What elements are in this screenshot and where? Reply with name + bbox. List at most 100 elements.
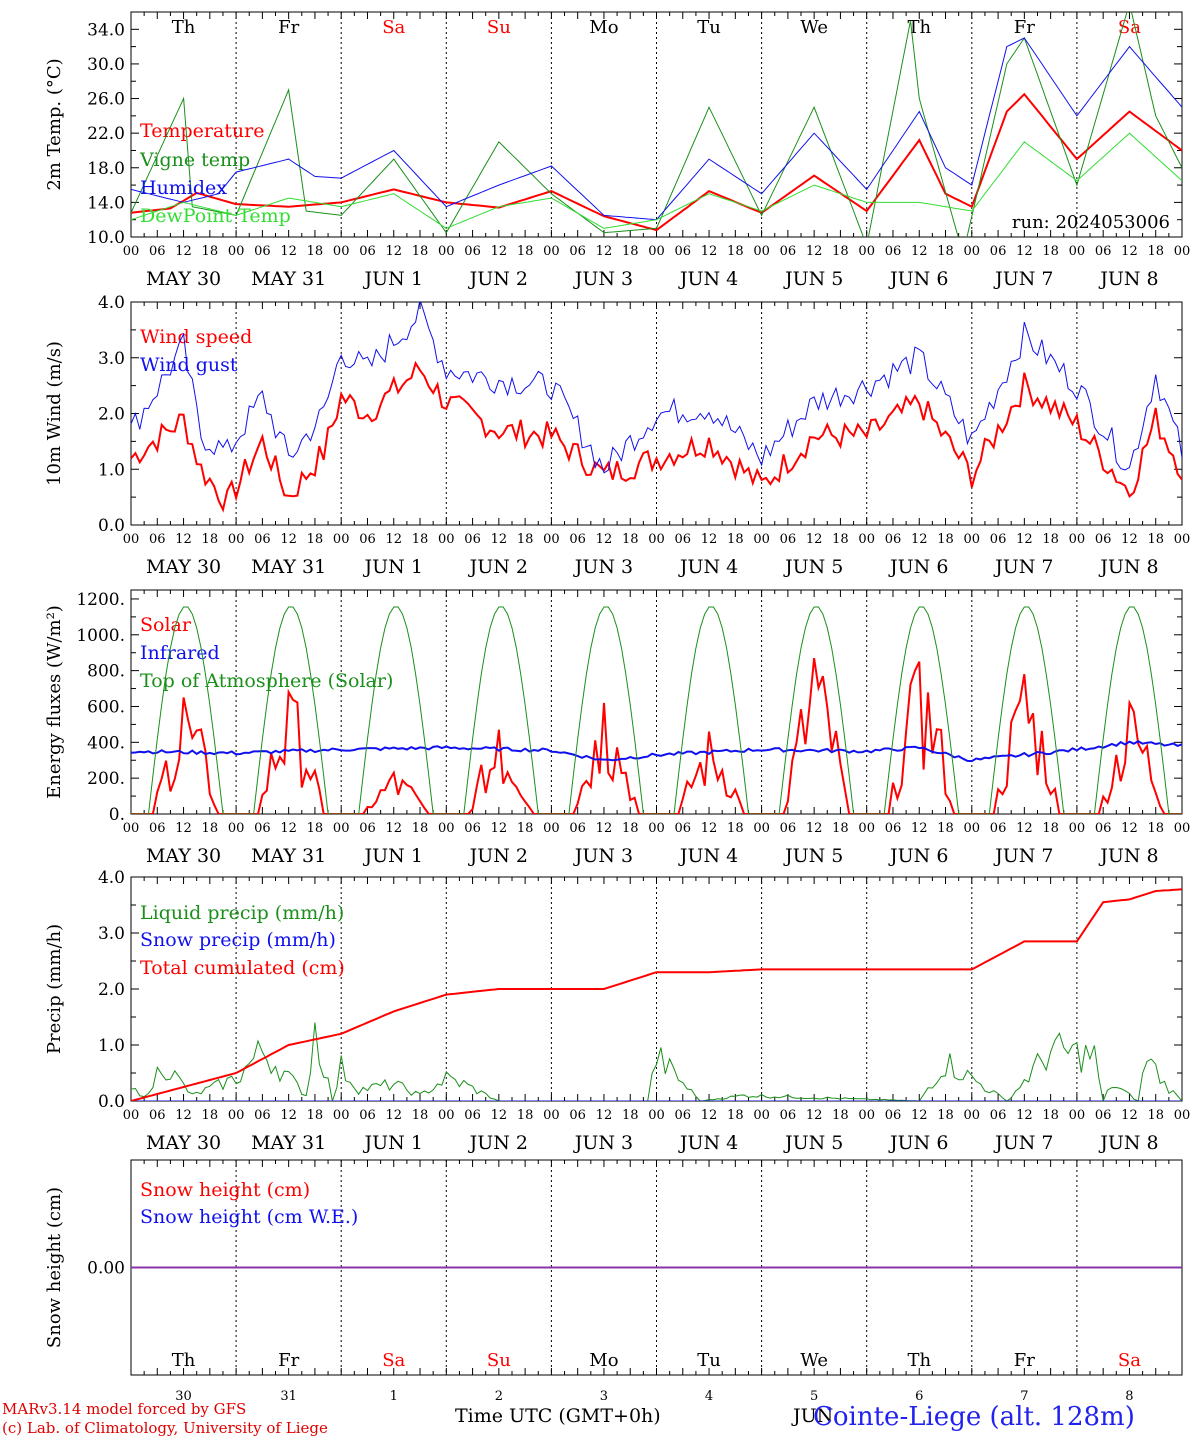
- y-tick-label: 4.0: [98, 293, 125, 313]
- hour-tick-label: 18: [307, 532, 324, 547]
- hour-tick-label: 00: [753, 532, 770, 547]
- hour-tick-label: 06: [254, 532, 271, 547]
- hour-tick-label: 00: [858, 1108, 875, 1123]
- hour-tick-label: 12: [1016, 1108, 1033, 1123]
- hour-tick-label: 00: [333, 532, 350, 547]
- date-label: MAY 31: [251, 845, 326, 867]
- legend-entry: Wind speed: [140, 326, 252, 348]
- hour-tick-label: 12: [1121, 244, 1138, 259]
- hour-tick-label: 18: [307, 1108, 324, 1123]
- date-label: JUN 3: [573, 268, 633, 290]
- hour-tick-label: 00: [333, 1108, 350, 1123]
- hour-tick-label: 00: [333, 821, 350, 836]
- hour-tick-label: 00: [543, 532, 560, 547]
- series-line: [131, 888, 1182, 1101]
- date-label: JUN 7: [993, 268, 1053, 290]
- day-name-label: Th: [172, 1350, 196, 1371]
- day-name-label: We: [800, 17, 828, 38]
- hour-tick-label: 18: [517, 821, 534, 836]
- y-tick-label: 26.0: [87, 90, 125, 110]
- hour-tick-label: 06: [1095, 821, 1112, 836]
- hour-tick-label: 00: [648, 1108, 665, 1123]
- hour-tick-label: 12: [596, 1108, 613, 1123]
- hour-tick-label: 12: [911, 821, 928, 836]
- day-name-label: Mo: [589, 17, 618, 38]
- day-name-label: Th: [907, 1350, 931, 1371]
- hour-tick-label: 06: [359, 821, 376, 836]
- hour-tick-label: 06: [675, 821, 692, 836]
- hour-tick-label: 00: [228, 244, 245, 259]
- hour-tick-label: 18: [937, 244, 954, 259]
- hour-tick-label: 12: [175, 821, 192, 836]
- hour-tick-label: 00: [438, 1108, 455, 1123]
- day-name-label: Sa: [382, 17, 405, 38]
- legend-entry: Snow height (cm W.E.): [140, 1206, 358, 1228]
- y-tick-label: 3.0: [98, 924, 125, 944]
- y-tick-label: 0.: [109, 805, 125, 825]
- day-number-label: 4: [705, 1389, 713, 1404]
- series-line: [131, 132, 1182, 229]
- hour-tick-label: 12: [806, 532, 823, 547]
- legend-entry: Total cumulated (cm): [140, 957, 345, 979]
- hour-tick-label: 06: [675, 1108, 692, 1123]
- day-name-label: Sa: [1118, 1350, 1141, 1371]
- legend-entry: Liquid precip (mm/h): [140, 902, 344, 924]
- legend-entry: Top of Atmosphere (Solar): [140, 670, 393, 692]
- hour-tick-label: 00: [1069, 1108, 1086, 1123]
- hour-tick-label: 18: [517, 1108, 534, 1123]
- hour-tick-label: 12: [596, 532, 613, 547]
- hour-tick-label: 06: [990, 244, 1007, 259]
- hour-tick-label: 12: [175, 244, 192, 259]
- hour-tick-label: 12: [806, 821, 823, 836]
- date-label: JUN 8: [1098, 845, 1158, 867]
- hour-tick-label: 06: [675, 244, 692, 259]
- day-name-label: We: [800, 1350, 828, 1371]
- date-label: MAY 30: [146, 268, 221, 290]
- hour-tick-label: 06: [359, 244, 376, 259]
- hour-tick-label: 00: [1174, 244, 1191, 259]
- hour-tick-label: 18: [202, 532, 219, 547]
- legend-entry: Humidex: [140, 177, 227, 199]
- hour-tick-label: 00: [753, 244, 770, 259]
- y-tick-label: 34.0: [87, 20, 125, 40]
- hour-tick-label: 18: [1042, 244, 1059, 259]
- hour-tick-label: 12: [1121, 1108, 1138, 1123]
- hour-tick-label: 00: [543, 1108, 560, 1123]
- legend-entry: Vigne temp: [139, 149, 250, 171]
- hour-tick-label: 18: [202, 1108, 219, 1123]
- hour-tick-label: 06: [1095, 532, 1112, 547]
- series-line: [131, 302, 1182, 474]
- day-number-label: 6: [915, 1389, 923, 1404]
- date-label: MAY 30: [146, 556, 221, 578]
- day-name-label: Su: [487, 17, 511, 38]
- run-label: run: 2024053006: [1012, 212, 1170, 233]
- hour-tick-label: 06: [990, 532, 1007, 547]
- y-tick-label: 1000.: [76, 626, 125, 646]
- hour-tick-label: 12: [491, 532, 508, 547]
- day-number-label: 3: [600, 1389, 608, 1404]
- y-axis-label: Energy fluxes (W/m²): [44, 605, 65, 799]
- hour-tick-label: 00: [543, 244, 560, 259]
- date-label: JUN 5: [783, 268, 843, 290]
- day-number-label: 8: [1125, 1389, 1133, 1404]
- y-tick-label: 3.0: [98, 349, 125, 369]
- hour-tick-label: 18: [1147, 532, 1164, 547]
- date-label: JUN 8: [1098, 556, 1158, 578]
- date-label: MAY 30: [146, 1132, 221, 1154]
- hour-tick-label: 06: [885, 821, 902, 836]
- credit-line-1: MARv3.14 model forced by GFS: [2, 1400, 247, 1418]
- hour-tick-label: 06: [1095, 1108, 1112, 1123]
- date-label: JUN 6: [888, 845, 948, 867]
- y-tick-label: 1.0: [98, 460, 125, 480]
- hour-tick-label: 12: [175, 1108, 192, 1123]
- date-label: MAY 31: [251, 1132, 326, 1154]
- date-label: MAY 30: [146, 845, 221, 867]
- hour-tick-label: 00: [964, 532, 981, 547]
- hour-tick-label: 00: [228, 532, 245, 547]
- y-axis-label: 10m Wind (m/s): [44, 341, 65, 486]
- date-label: JUN 5: [783, 1132, 843, 1154]
- hour-tick-label: 18: [517, 244, 534, 259]
- date-label: JUN 2: [468, 1132, 528, 1154]
- hour-tick-label: 00: [1069, 532, 1086, 547]
